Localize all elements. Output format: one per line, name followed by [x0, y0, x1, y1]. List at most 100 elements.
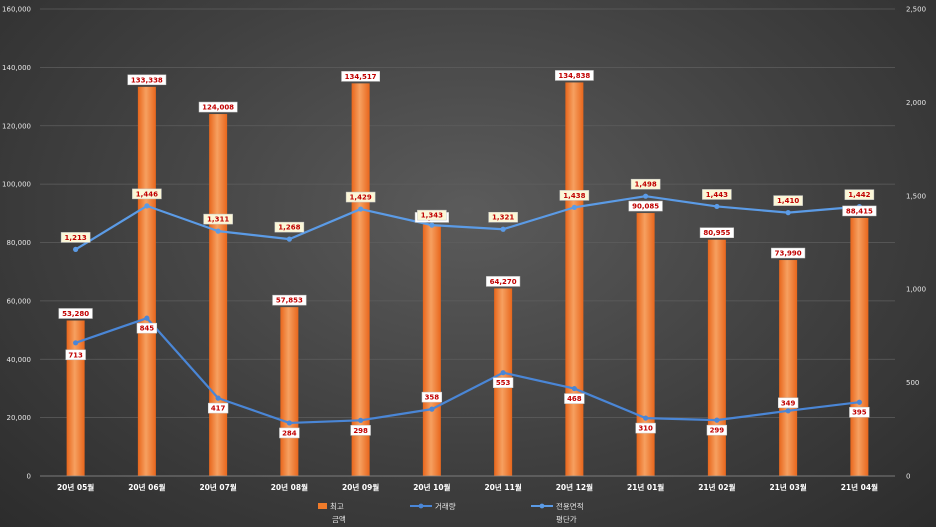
price-value-label: 1,446: [136, 190, 158, 198]
y-axis-left: 0 20,000 40,000 60,000 80,000 100,000 120,000 1…: [2, 6, 31, 481]
price-value-label: 1,438: [563, 192, 585, 200]
bar: [422, 224, 441, 476]
price-value-label: 1,429: [350, 194, 372, 202]
bar-value-label: 73,990: [775, 250, 802, 258]
price-point: [215, 228, 221, 234]
bar-value-label-box: [341, 71, 380, 82]
price-value-label: 1,410: [777, 197, 799, 205]
bar: [636, 213, 655, 477]
x-axis: 20년 05월 20년 06월 20년 07월 20년 08월 20년 09월 20년 1…: [40, 475, 895, 492]
y-left-tick-label: 160,000: [2, 6, 31, 14]
x-tick-label: 20년 12월: [556, 482, 593, 492]
price-value-label-box: [345, 191, 376, 203]
bar-value-label-box: [486, 276, 521, 287]
volume-value-label: 299: [710, 427, 725, 435]
bar-value-label: 134,517: [345, 73, 377, 81]
y-left-tick-label: 140,000: [2, 64, 31, 72]
price-value-label-box: [60, 232, 91, 243]
volume-point: [429, 406, 435, 412]
legend-label: 금액: [332, 514, 346, 524]
x-tick-label: 20년 10월: [413, 482, 450, 492]
bar-value-label-box: [127, 74, 167, 86]
bar: [209, 114, 228, 477]
x-tick-label: 21년 04월: [841, 482, 878, 492]
volume-value-label-box: [777, 397, 799, 409]
volume-point: [286, 420, 292, 426]
volume-value-label: 468: [567, 395, 582, 403]
x-tick-label: 20년 09월: [342, 482, 379, 492]
price-point: [429, 222, 435, 228]
line-series: [73, 193, 862, 426]
volume-point: [215, 395, 221, 401]
volume-value-label-box: [279, 427, 300, 439]
volume-value-label-box: [207, 402, 229, 414]
volume-value-label: 553: [496, 379, 511, 387]
volume-value-label-box: [635, 422, 656, 434]
y-left-tick-label: 0: [27, 473, 31, 481]
bar-value-label-box: [699, 227, 734, 238]
price-value-label: 1,321: [492, 214, 514, 222]
bar-value-label: 90,085: [632, 203, 659, 211]
volume-value-label-box: [421, 391, 443, 403]
volume-point: [714, 417, 720, 423]
price-value-label-box: [630, 178, 661, 190]
bar: [280, 307, 299, 476]
price-point: [571, 204, 577, 210]
bar-value-label-box: [555, 70, 594, 81]
price-value-label: 1,443: [706, 191, 728, 199]
y-left-tick-label: 60,000: [7, 297, 32, 305]
price-point: [714, 203, 720, 210]
x-tick-label: 20년 11월: [484, 482, 521, 492]
price-value-label-box: [773, 195, 803, 206]
price-point: [286, 236, 292, 242]
volume-value-label: 358: [425, 394, 440, 402]
price-point: [73, 246, 79, 253]
y-left-tick-label: 20,000: [7, 414, 32, 422]
volume-value-label: 349: [781, 399, 796, 407]
volume-point: [500, 370, 506, 376]
price-value-label-box: [274, 221, 305, 233]
volume-value-label-box: [65, 349, 86, 361]
legend-label: 평단가: [556, 514, 577, 524]
bar-value-label: 124,008: [202, 104, 234, 112]
price-value-label-box: [488, 211, 518, 223]
data-labels: 53,280133,338124,00857,853134,51786,2046…: [58, 70, 877, 439]
price-value-label-box: [203, 213, 233, 225]
volume-line: [75, 317, 860, 425]
y-right-tick-label: 2,500: [906, 6, 926, 14]
gridlines: [40, 8, 895, 477]
price-point: [785, 210, 791, 216]
bar: [137, 86, 156, 477]
volume-point: [571, 385, 577, 392]
price-value-label: 1,442: [848, 191, 870, 199]
y-left-tick-label: 100,000: [2, 181, 31, 189]
price-point: [643, 193, 649, 199]
bar-value-label-box: [628, 200, 663, 212]
legend-swatch-bar: [318, 503, 327, 509]
price-point: [358, 206, 364, 212]
volume-point: [358, 417, 364, 423]
price-value-label-box: [844, 189, 875, 200]
volume-point: [856, 399, 862, 405]
x-tick-label: 20년 07월: [199, 482, 236, 492]
price-value-label: 1,498: [635, 181, 657, 189]
legend-swatch-marker: [539, 503, 545, 509]
volume-value-label: 298: [353, 427, 368, 435]
y-left-tick-label: 120,000: [2, 122, 31, 130]
bar-value-label: 80,955: [703, 229, 730, 237]
bar-value-label: 57,853: [276, 297, 303, 305]
price-value-label-box: [559, 190, 590, 201]
legend-swatch-marker: [418, 503, 424, 509]
volume-value-label: 395: [852, 409, 867, 417]
x-tick-label: 21년 02월: [698, 482, 735, 492]
bar: [565, 82, 584, 476]
volume-point: [785, 408, 791, 414]
volume-value-label-box: [706, 424, 728, 436]
price-value-label-box: [702, 189, 732, 200]
bar-value-label: 133,338: [131, 76, 163, 84]
bar: [779, 260, 798, 476]
price-value-label: 1,311: [207, 216, 229, 224]
volume-point: [643, 415, 649, 421]
legend-label: 최고: [330, 501, 344, 511]
